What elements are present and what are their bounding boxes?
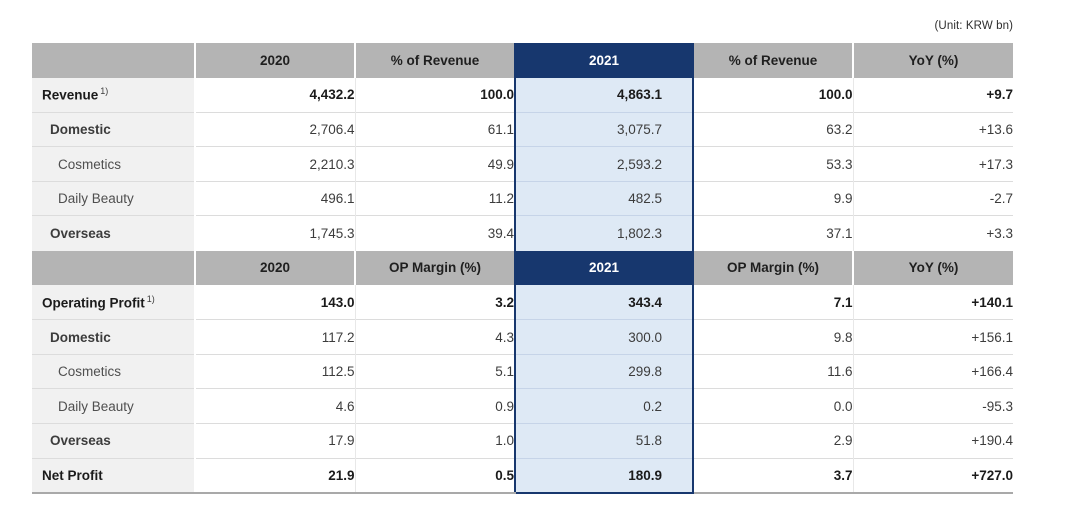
cell-ratio-2021: 0.0 bbox=[693, 388, 853, 424]
cell-2021: 482.5 bbox=[514, 180, 694, 216]
cell-ratio-2020: 0.5 bbox=[354, 457, 515, 494]
header-cell: % of Revenue bbox=[693, 43, 853, 78]
cell-ratio-2020: 100.0 bbox=[354, 77, 515, 113]
header-cell-blank bbox=[32, 43, 195, 78]
cell-ratio-2021: 7.1 bbox=[693, 285, 853, 320]
cell-2020: 1,745.3 bbox=[195, 215, 355, 251]
cell-ratio-2020: 5.1 bbox=[354, 353, 515, 389]
cell-yoy: +140.1 bbox=[852, 285, 1013, 320]
cell-2021: 2,593.2 bbox=[514, 146, 694, 182]
cell-2020: 2,210.3 bbox=[195, 146, 355, 182]
row-label: Overseas bbox=[32, 423, 196, 459]
cell-2021: 3,075.7 bbox=[514, 111, 694, 147]
footnote-ref: 1) bbox=[100, 86, 109, 97]
cell-ratio-2020: 11.2 bbox=[354, 180, 515, 216]
financial-results-table: 2020% of Revenue 2021% of Revenue YoY (%) R… bbox=[32, 43, 1013, 494]
table-row: Domestic 2,706.4 61.1 3,075.7 63.2 +13.6 bbox=[32, 111, 1013, 147]
cell-2021: 4,863.1 bbox=[514, 77, 694, 113]
cell-2020: 17.9 bbox=[195, 423, 355, 459]
row-label: Daily Beauty bbox=[32, 388, 196, 424]
cell-ratio-2020: 61.1 bbox=[354, 111, 515, 147]
row-label: Revenue 1) bbox=[32, 77, 196, 113]
cell-ratio-2020: 0.9 bbox=[354, 388, 515, 424]
cell-2020: 112.5 bbox=[195, 353, 355, 389]
header-cell-2021: 2021 bbox=[514, 250, 694, 286]
cell-ratio-2020: 1.0 bbox=[354, 423, 515, 459]
row-label: Cosmetics bbox=[32, 353, 196, 389]
header-cell: YoY (%) bbox=[852, 250, 1013, 286]
table-body: 2020% of Revenue 2021% of Revenue YoY (%) R… bbox=[32, 43, 1013, 494]
cell-2021: 300.0 bbox=[514, 319, 694, 355]
row-label: Daily Beauty bbox=[32, 180, 196, 216]
cell-yoy: +727.0 bbox=[852, 457, 1013, 494]
cell-ratio-2021: 2.9 bbox=[693, 423, 853, 459]
cell-2021: 299.8 bbox=[514, 353, 694, 389]
row-label: Net Profit bbox=[32, 457, 196, 494]
cell-ratio-2021: 9.8 bbox=[693, 319, 853, 355]
cell-2021: 0.2 bbox=[514, 388, 694, 424]
row-label: Domestic bbox=[32, 111, 196, 147]
cell-ratio-2021: 9.9 bbox=[693, 180, 853, 216]
cell-yoy: +13.6 bbox=[852, 111, 1013, 147]
row-label: Cosmetics bbox=[32, 146, 196, 182]
cell-2020: 117.2 bbox=[195, 319, 355, 355]
cell-2020: 143.0 bbox=[195, 285, 355, 320]
cell-ratio-2021: 53.3 bbox=[693, 146, 853, 182]
cell-2021: 51.8 bbox=[514, 423, 694, 459]
header-cell: OP Margin (%) bbox=[693, 250, 853, 286]
header-cell: % of Revenue bbox=[354, 43, 515, 78]
header-row: 2020% of Revenue 2021% of Revenue YoY (%) bbox=[32, 43, 1013, 78]
unit-label: (Unit: KRW bn) bbox=[934, 20, 1013, 32]
cell-ratio-2021: 37.1 bbox=[693, 215, 853, 251]
cell-ratio-2021: 3.7 bbox=[693, 457, 853, 494]
cell-ratio-2020: 39.4 bbox=[354, 215, 515, 251]
cell-yoy: +166.4 bbox=[852, 353, 1013, 389]
header-cell: 2020 bbox=[194, 43, 355, 78]
table-row: Overseas 1,745.3 39.4 1,802.3 37.1 +3.3 bbox=[32, 215, 1013, 251]
table-row: Daily Beauty 496.1 11.2 482.5 9.9 -2.7 bbox=[32, 180, 1013, 216]
cell-yoy: -95.3 bbox=[852, 388, 1013, 424]
header-cell-blank bbox=[32, 250, 195, 286]
cell-yoy: +156.1 bbox=[852, 319, 1013, 355]
header-cell: YoY (%) bbox=[852, 43, 1013, 78]
cell-2021: 180.9 bbox=[514, 457, 694, 494]
header-row: 2020 OP Margin (%) 2021 OP Margin (%) YoY (%… bbox=[32, 250, 1013, 286]
cell-yoy: +190.4 bbox=[852, 423, 1013, 459]
cell-2021: 343.4 bbox=[514, 285, 694, 320]
cell-ratio-2020: 4.3 bbox=[354, 319, 515, 355]
cell-ratio-2021: 100.0 bbox=[693, 77, 853, 113]
header-cell-2021: 2021 bbox=[514, 43, 694, 78]
table-row: Operating Profit 1) 143.0 3.2 343.4 7.1 +140.1 bbox=[32, 285, 1013, 320]
row-label: Overseas bbox=[32, 215, 196, 251]
header-cell: 2020 bbox=[194, 250, 355, 286]
table-row: Daily Beauty 4.6 0.9 0.2 0.0 -95.3 bbox=[32, 388, 1013, 424]
cell-ratio-2020: 49.9 bbox=[354, 146, 515, 182]
cell-2020: 496.1 bbox=[195, 180, 355, 216]
row-label: Operating Profit 1) bbox=[32, 285, 196, 320]
cell-ratio-2021: 11.6 bbox=[693, 353, 853, 389]
table-row: Cosmetics 112.5 5.1 299.8 11.6 +166.4 bbox=[32, 353, 1013, 389]
cell-2021: 1,802.3 bbox=[514, 215, 694, 251]
header-cell: OP Margin (%) bbox=[354, 250, 515, 286]
cell-2020: 4,432.2 bbox=[195, 77, 355, 113]
cell-2020: 21.9 bbox=[195, 457, 355, 494]
table-row: Revenue 1) 4,432.2 100.0 4,863.1 100.0 +9.7 bbox=[32, 77, 1013, 113]
cell-2020: 4.6 bbox=[195, 388, 355, 424]
cell-2020: 2,706.4 bbox=[195, 111, 355, 147]
table-row: Overseas 17.9 1.0 51.8 2.9 +190.4 bbox=[32, 423, 1013, 459]
table-row: Net Profit 21.9 0.5 180.9 3.7 +727.0 bbox=[32, 457, 1013, 494]
footnote-ref: 1) bbox=[146, 293, 155, 304]
row-label: Domestic bbox=[32, 319, 196, 355]
cell-yoy: +3.3 bbox=[852, 215, 1013, 251]
table-row: Domestic 117.2 4.3 300.0 9.8 +156.1 bbox=[32, 319, 1013, 355]
cell-ratio-2020: 3.2 bbox=[354, 285, 515, 320]
cell-ratio-2021: 63.2 bbox=[693, 111, 853, 147]
cell-yoy: +9.7 bbox=[852, 77, 1013, 113]
cell-yoy: -2.7 bbox=[852, 180, 1013, 216]
cell-yoy: +17.3 bbox=[852, 146, 1013, 182]
table-row: Cosmetics 2,210.3 49.9 2,593.2 53.3 +17.3 bbox=[32, 146, 1013, 182]
